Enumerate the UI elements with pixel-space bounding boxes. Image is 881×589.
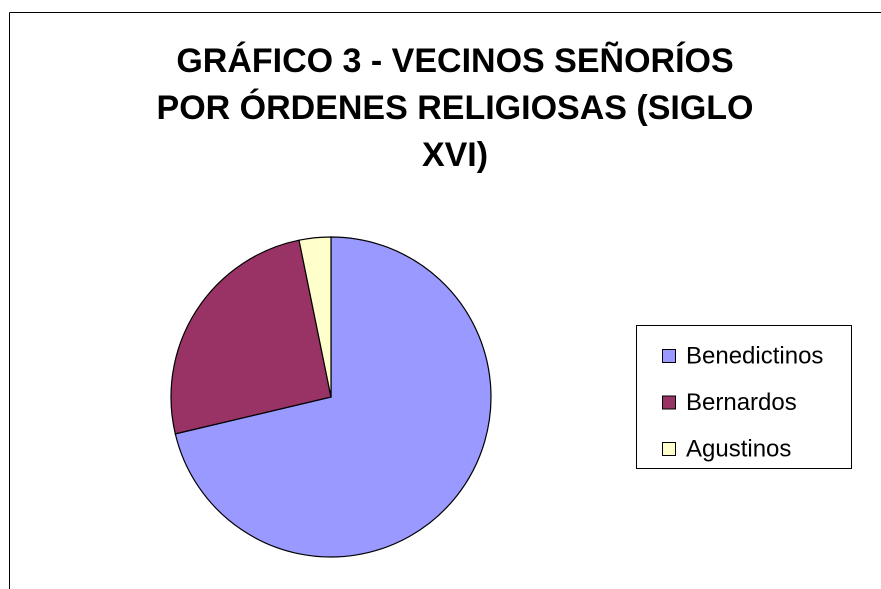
legend-swatch — [662, 395, 676, 410]
legend-label: Agustinos — [686, 435, 791, 462]
pie-slice — [298, 236, 332, 398]
legend-swatch — [662, 442, 676, 456]
chart-title: GRÁFICO 3 - VECINOS SEÑORÍOS POR ÓRDENES … — [157, 42, 754, 174]
legend-label: Bernardos — [686, 389, 797, 416]
pie-slice — [174, 236, 492, 558]
pie-slice — [170, 239, 332, 435]
legend-label: Benedictinos — [686, 342, 823, 369]
legend-swatch — [662, 349, 676, 363]
